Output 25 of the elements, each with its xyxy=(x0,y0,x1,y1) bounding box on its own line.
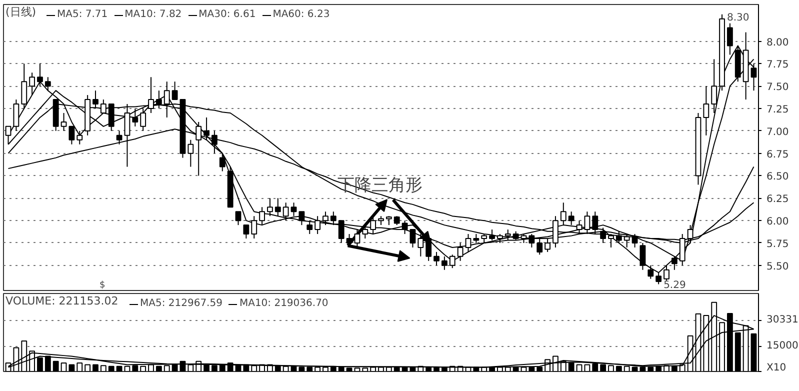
legend-label: MA10: 7.82 xyxy=(124,9,182,20)
legend-label: MA10: 219036.70 xyxy=(239,298,328,309)
annotation: 5.29 xyxy=(664,280,686,292)
chart-title: VOLUME: 221153.02 xyxy=(6,294,118,308)
legend-label: MA30: 6.61 xyxy=(198,9,256,20)
legend-label: MA5: 212967.59 xyxy=(140,298,222,309)
y-tick-label: 15000 xyxy=(766,340,798,352)
y-tick-label: 5.50 xyxy=(766,261,789,272)
y-tick-label: 7.00 xyxy=(766,126,789,138)
legend-label: MA60: 6.23 xyxy=(272,9,330,20)
y-tick-label: 5.75 xyxy=(766,238,789,250)
y-tick-label: 30331 xyxy=(766,314,798,326)
y-tick-label: 6.75 xyxy=(766,149,789,160)
y-tick-label: 7.25 xyxy=(766,104,789,116)
y-tick-label: 6.00 xyxy=(766,216,789,228)
annotation: $ xyxy=(100,280,106,290)
y-tick-label: 6.25 xyxy=(766,194,789,206)
y-tick-label: 7.50 xyxy=(766,82,789,94)
annotation: 8.30 xyxy=(727,12,750,24)
legend-label: MA5: 7.71 xyxy=(57,9,108,20)
y-tick-label: 6.50 xyxy=(766,172,789,183)
y-tick-label: 8.00 xyxy=(766,37,789,48)
y-tick-label: 7.75 xyxy=(766,60,789,71)
chart-title: (日线) xyxy=(6,6,36,18)
y-tick-label: X10 xyxy=(766,362,786,374)
